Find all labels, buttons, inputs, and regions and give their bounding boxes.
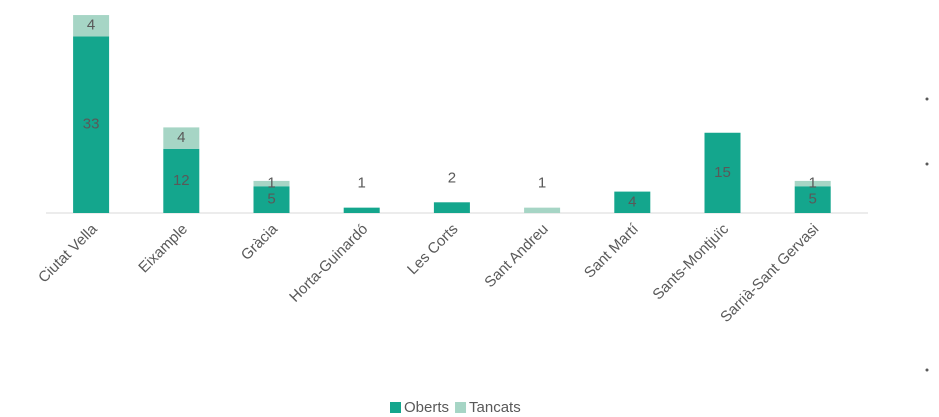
bullet: [925, 368, 929, 372]
legend-label: Oberts: [404, 399, 449, 416]
x-tick-label: Ciutat Vella: [35, 220, 101, 286]
data-label: 1: [538, 175, 546, 192]
legend-swatch: [455, 402, 467, 413]
bar-segment: [343, 207, 380, 213]
data-label: 15: [714, 164, 731, 181]
bar-segment: [253, 180, 290, 187]
data-label: 12: [173, 172, 190, 189]
bullet: [925, 162, 929, 166]
data-label: 1: [358, 175, 366, 192]
data-label: 4: [177, 129, 185, 146]
x-tick-label: Gràcia: [238, 220, 282, 264]
x-tick-label: Sarrià-Sant Gervasi: [717, 221, 822, 326]
data-label: 1: [809, 175, 817, 192]
x-tick-label: Sant Andreu: [481, 221, 551, 291]
bar-segment: [253, 186, 290, 213]
bar-segment: [794, 180, 831, 187]
bar-segment: [163, 127, 200, 149]
data-label: 5: [267, 191, 275, 208]
bar-segment: [163, 148, 200, 213]
bar-segment: [433, 202, 470, 213]
data-label: 2: [448, 169, 456, 186]
data-label: 1: [267, 175, 275, 192]
bar-segment: [524, 207, 561, 213]
bar-segment: [794, 186, 831, 213]
legend-swatch: [390, 402, 401, 413]
bar-segment: [614, 191, 651, 213]
data-label: 4: [87, 17, 95, 34]
x-tick-label: Eixample: [135, 221, 191, 277]
bar-segment: [73, 15, 110, 37]
bullet: [925, 97, 929, 101]
legend-label: Tancats: [469, 399, 521, 416]
bar-segment: [73, 36, 110, 214]
data-label: 5: [809, 191, 817, 208]
data-label: 4: [628, 193, 636, 210]
x-tick-label: Les Corts: [404, 221, 461, 278]
x-tick-label: Sants-Montjuïc: [649, 220, 732, 303]
bar-segment: [704, 132, 741, 213]
data-label: 33: [83, 116, 100, 133]
x-tick-label: Horta-Guinardó: [286, 221, 371, 306]
x-tick-label: Sant Martí: [581, 220, 643, 282]
